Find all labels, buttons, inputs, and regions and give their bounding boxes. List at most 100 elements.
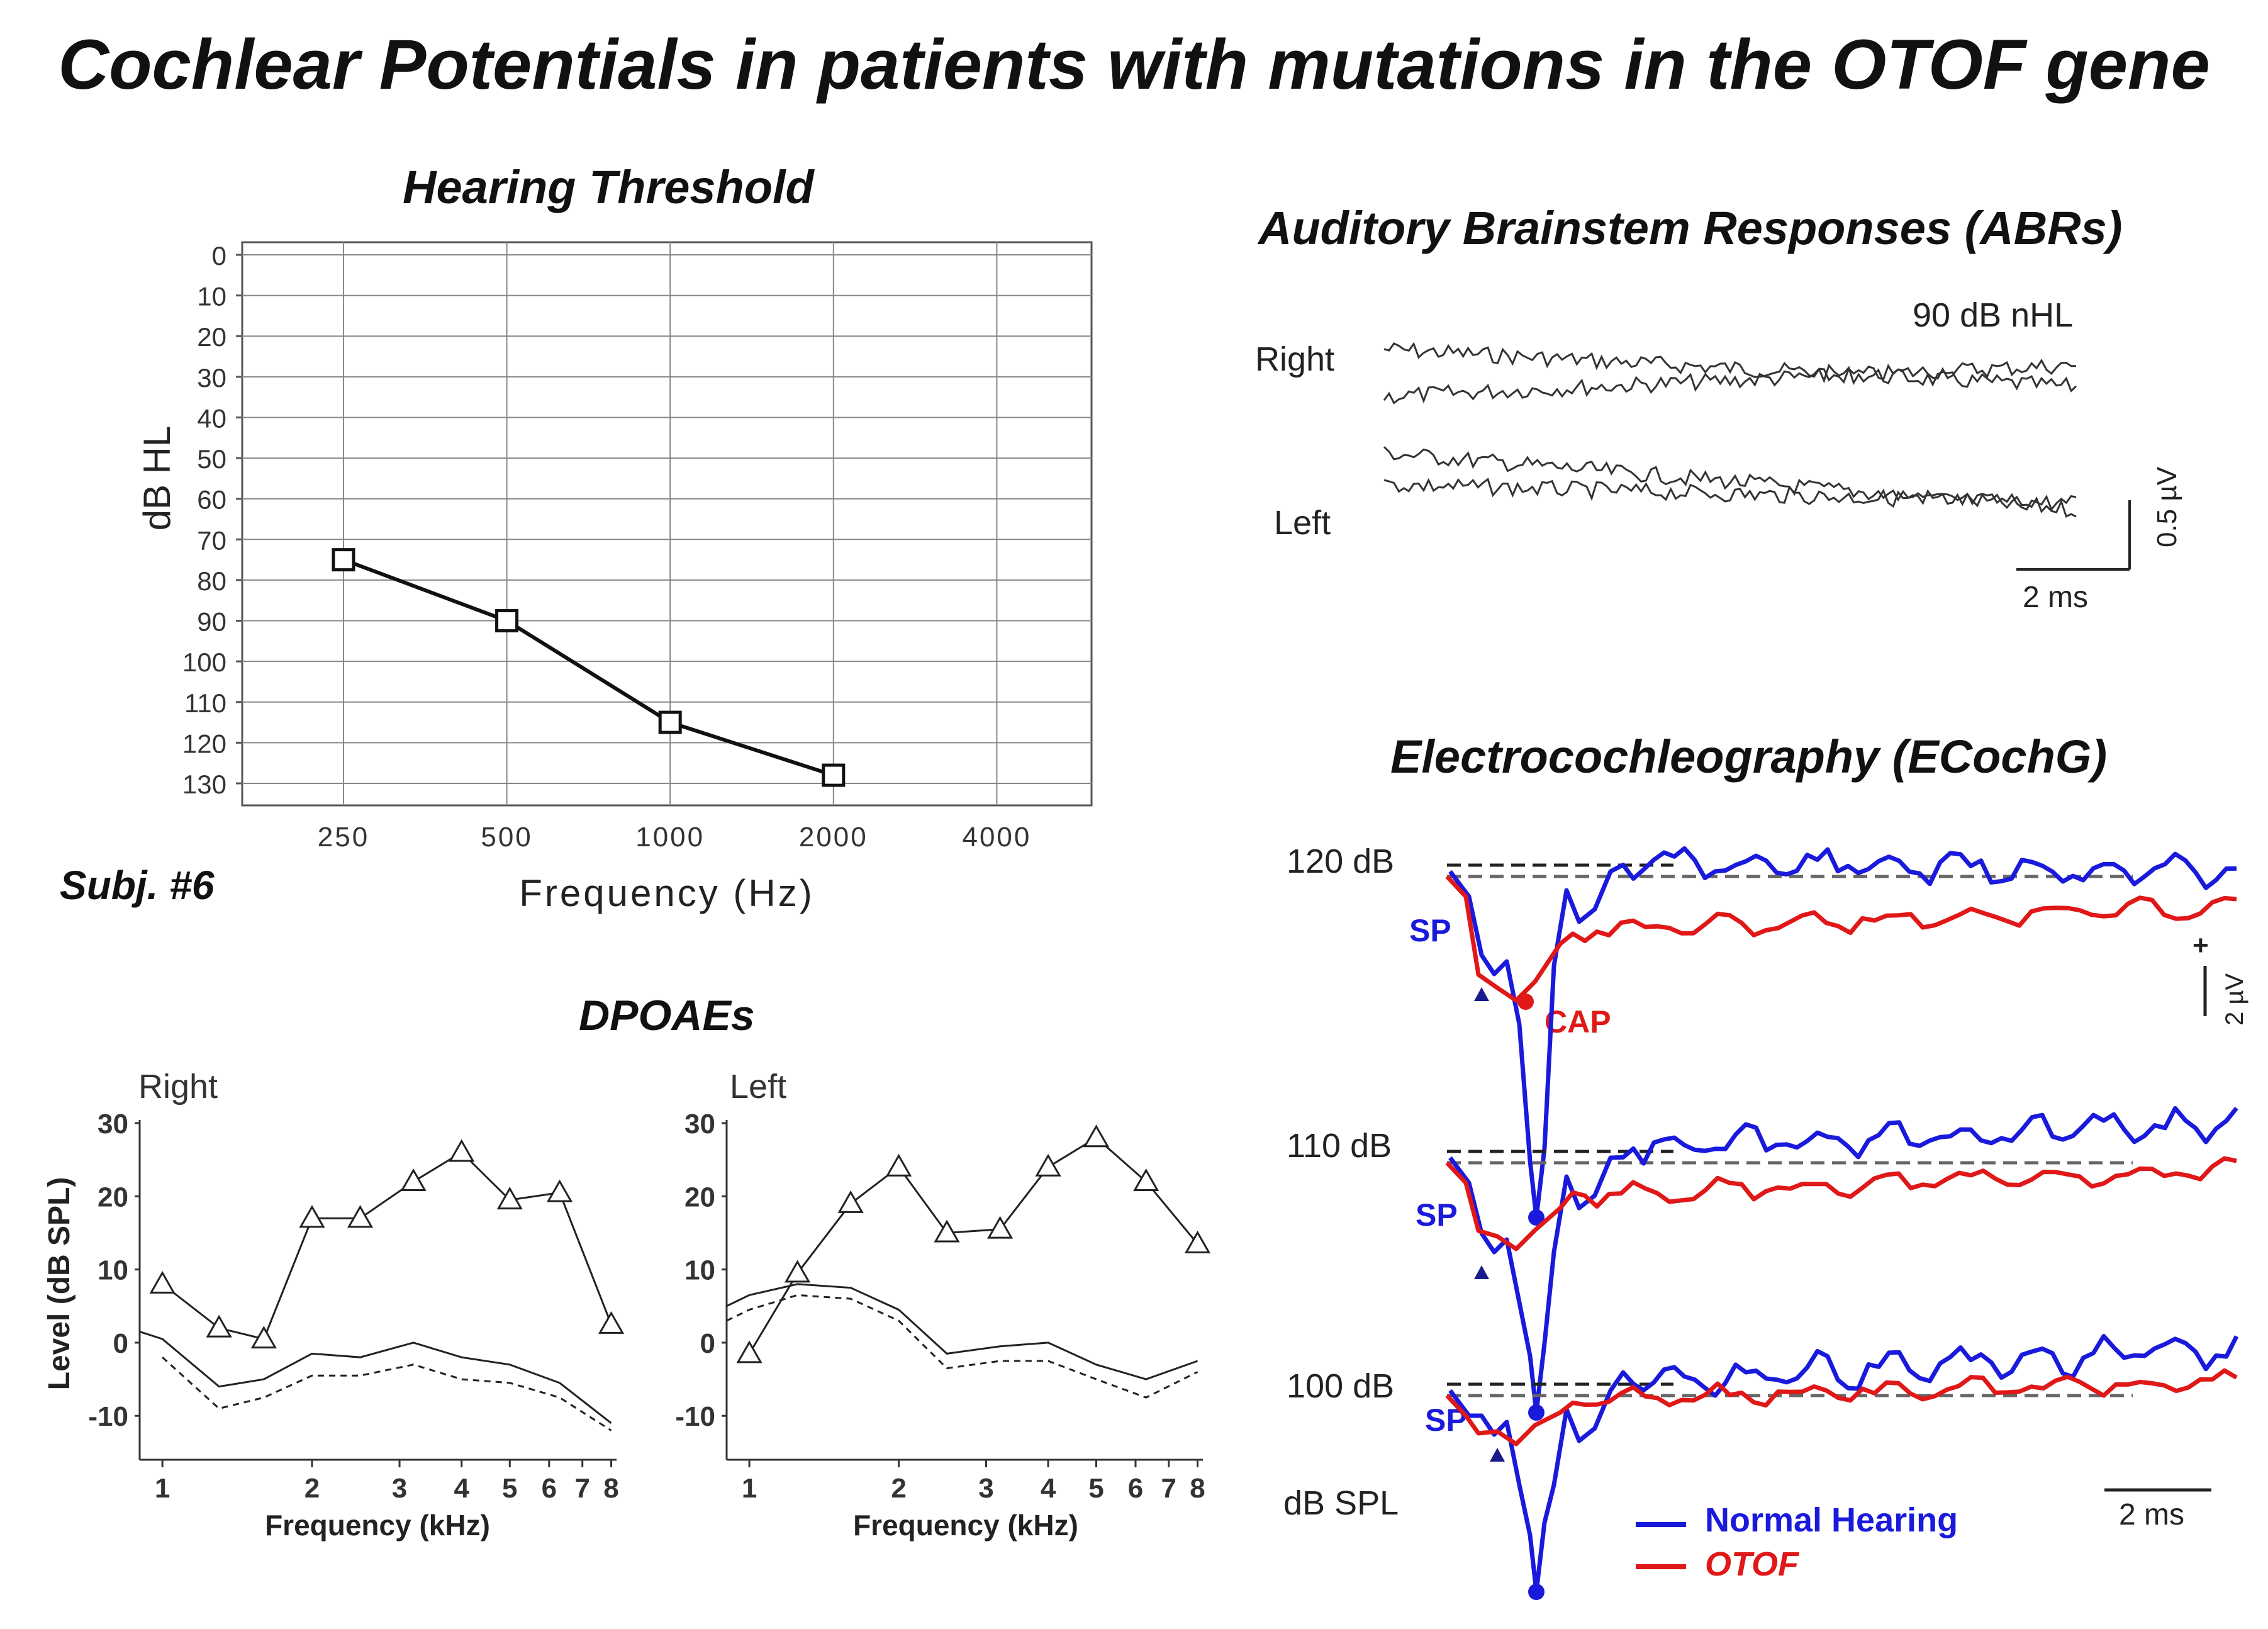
sp-label-110: SP bbox=[1416, 1197, 1458, 1233]
dpoae-xtick-label: 3 bbox=[978, 1473, 993, 1504]
dpoae-point bbox=[736, 1340, 763, 1363]
threshold-xtick-label: 250 bbox=[318, 822, 369, 853]
threshold-ytick-label: 80 bbox=[197, 566, 226, 596]
dpoae-xtick-label: 4 bbox=[454, 1473, 469, 1504]
ecochg-cap-marker-normal bbox=[1528, 1209, 1545, 1226]
threshold-ytick-label: 90 bbox=[197, 607, 226, 637]
ecochg-normal-trace bbox=[1448, 1106, 2238, 1415]
ecochg-polarity: + bbox=[2193, 930, 2209, 961]
threshold-series bbox=[332, 548, 846, 787]
legend-normal-hearing: Normal Hearing bbox=[1705, 1501, 1958, 1539]
threshold-ytick-label: 0 bbox=[212, 241, 226, 271]
abr-title: Auditory Brainstem Responses (ABRs) bbox=[1258, 202, 2123, 254]
abr-right-trace-1 bbox=[1383, 342, 2077, 393]
dpoae-point bbox=[250, 1326, 277, 1349]
threshold-ytick-label: 10 bbox=[197, 282, 226, 311]
dpoae-xtick-label: 8 bbox=[603, 1473, 618, 1504]
dpoae-point bbox=[885, 1153, 912, 1177]
dpoae-xtick-label: 5 bbox=[1088, 1473, 1103, 1504]
dpoae-ytick-label: 30 bbox=[98, 1109, 128, 1139]
threshold-xlabel: Frequency (Hz) bbox=[519, 872, 814, 914]
threshold-point bbox=[658, 710, 682, 734]
sp-label-120: SP bbox=[1409, 913, 1451, 948]
dpoae-series-dpoae bbox=[748, 1136, 1198, 1355]
threshold-point bbox=[495, 609, 519, 633]
threshold-line bbox=[342, 557, 834, 777]
ecochg-otof-trace bbox=[1445, 1156, 2237, 1251]
dpoae-point bbox=[837, 1190, 864, 1213]
dpoae-point bbox=[449, 1139, 475, 1162]
dpoae-series-noise-floor bbox=[726, 1283, 1198, 1380]
ecochg-scale-x: 2 ms bbox=[2119, 1498, 2185, 1531]
dpoae-xtick-label: 3 bbox=[392, 1473, 407, 1504]
dpoae-xtick-label: 2 bbox=[304, 1473, 320, 1504]
ecochg-level-100: 100 dB bbox=[1287, 1367, 1395, 1405]
figure-title: Cochlear Potentials in patients with mut… bbox=[58, 25, 2210, 104]
legend-otof: OTOF bbox=[1705, 1545, 1799, 1583]
ecochg-sp-marker bbox=[1474, 1265, 1489, 1279]
dpoae-point bbox=[347, 1205, 374, 1228]
abr-right-trace-2 bbox=[1383, 358, 2077, 405]
dpoae-ylabel: Level (dB SPL) bbox=[43, 1177, 76, 1391]
abr-level-label: 90 dB nHL bbox=[1913, 296, 2074, 334]
hearing-threshold-title: Hearing Threshold bbox=[403, 161, 814, 213]
threshold-ytick-label: 70 bbox=[197, 525, 226, 555]
threshold-point bbox=[332, 548, 355, 572]
dpoae-ytick-label: -10 bbox=[88, 1401, 128, 1432]
ecochg-level-120: 120 dB bbox=[1287, 842, 1395, 880]
dpoae-point bbox=[299, 1205, 325, 1228]
dpoae-ytick-label: 20 bbox=[98, 1182, 128, 1212]
abr-scale-x: 2 ms bbox=[2023, 581, 2089, 614]
threshold-xtick-label: 2000 bbox=[799, 822, 868, 853]
threshold-plot-frame bbox=[241, 241, 1093, 807]
ecochg-sp-marker bbox=[1474, 987, 1489, 1001]
abr-traces bbox=[1383, 342, 2077, 518]
dpoae-left-panel-label: Left bbox=[730, 1068, 786, 1106]
dpoae-point bbox=[1035, 1153, 1061, 1177]
dpoae-ytick-label: 10 bbox=[98, 1255, 128, 1286]
dpoae-point bbox=[206, 1314, 232, 1338]
dpoae-right-marks: 30 20 10 0 -10 1 2 3 4 5 6 7 8 bbox=[88, 1109, 625, 1504]
dpoae-right-xlabel: Frequency (kHz) bbox=[265, 1509, 490, 1542]
dpoae-left-marks: 30 20 10 0 -10 1 2 3 4 5 6 7 8 bbox=[675, 1109, 1211, 1504]
abr-left-trace-1 bbox=[1383, 446, 2077, 518]
ecochg-normal-trace bbox=[1448, 1334, 2239, 1594]
threshold-point bbox=[822, 763, 846, 787]
ecochg-otof-trace bbox=[1445, 875, 2237, 1003]
abr-left-trace-2 bbox=[1383, 478, 2077, 512]
dpoae-right-panel-label: Right bbox=[138, 1068, 218, 1106]
cap-label: CAP bbox=[1545, 1004, 1611, 1039]
dpoae-point bbox=[400, 1168, 427, 1192]
ecochg-sp-marker bbox=[1490, 1448, 1505, 1462]
threshold-ytick-label: 100 bbox=[182, 647, 226, 677]
threshold-ytick-label: 130 bbox=[182, 770, 226, 799]
threshold-ytick-label: 60 bbox=[197, 485, 226, 515]
dpoae-xtick-label: 6 bbox=[542, 1473, 557, 1504]
dpoae-series-noise-floor-2sd bbox=[726, 1294, 1198, 1399]
dpoae-series-noise-floor-2sd bbox=[162, 1357, 612, 1431]
threshold-xtick-label: 500 bbox=[481, 822, 532, 853]
ecochg-traces bbox=[1445, 846, 2239, 1600]
threshold-ylabel: dB HL bbox=[136, 426, 178, 531]
threshold-ytick-label: 40 bbox=[197, 403, 226, 433]
threshold-xtick-label: 1000 bbox=[635, 822, 705, 853]
threshold-xtick-label: 4000 bbox=[962, 822, 1031, 853]
dpoae-ytick-label: 30 bbox=[684, 1109, 715, 1139]
ecochg-cap-marker-otof bbox=[1517, 994, 1534, 1010]
abr-row-right: Right bbox=[1255, 340, 1335, 378]
threshold-ytick-label: 110 bbox=[184, 688, 226, 718]
dpoae-xtick-label: 2 bbox=[891, 1473, 906, 1504]
threshold-ytick-label: 50 bbox=[197, 444, 226, 474]
dpoae-point bbox=[598, 1311, 625, 1334]
ecochg-cap-marker-normal bbox=[1528, 1404, 1545, 1421]
dpoae-xtick-label: 8 bbox=[1190, 1473, 1205, 1504]
dpoae-point bbox=[987, 1216, 1014, 1239]
ecochg-otof-trace bbox=[1445, 1368, 2238, 1447]
dpoae-point bbox=[496, 1187, 523, 1210]
abr-row-left: Left bbox=[1274, 504, 1331, 542]
threshold-ticks: 0 10 20 30 40 50 60 70 80 90 100 110 120 130 250 500 100… bbox=[182, 241, 1031, 853]
dpoae-xtick-label: 5 bbox=[502, 1473, 517, 1504]
dpoae-xtick-label: 1 bbox=[742, 1473, 757, 1504]
dpoae-ytick-label: 0 bbox=[113, 1328, 128, 1359]
